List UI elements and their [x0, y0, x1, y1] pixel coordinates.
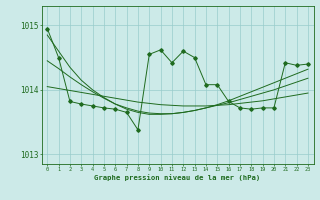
X-axis label: Graphe pression niveau de la mer (hPa): Graphe pression niveau de la mer (hPa)	[94, 174, 261, 181]
